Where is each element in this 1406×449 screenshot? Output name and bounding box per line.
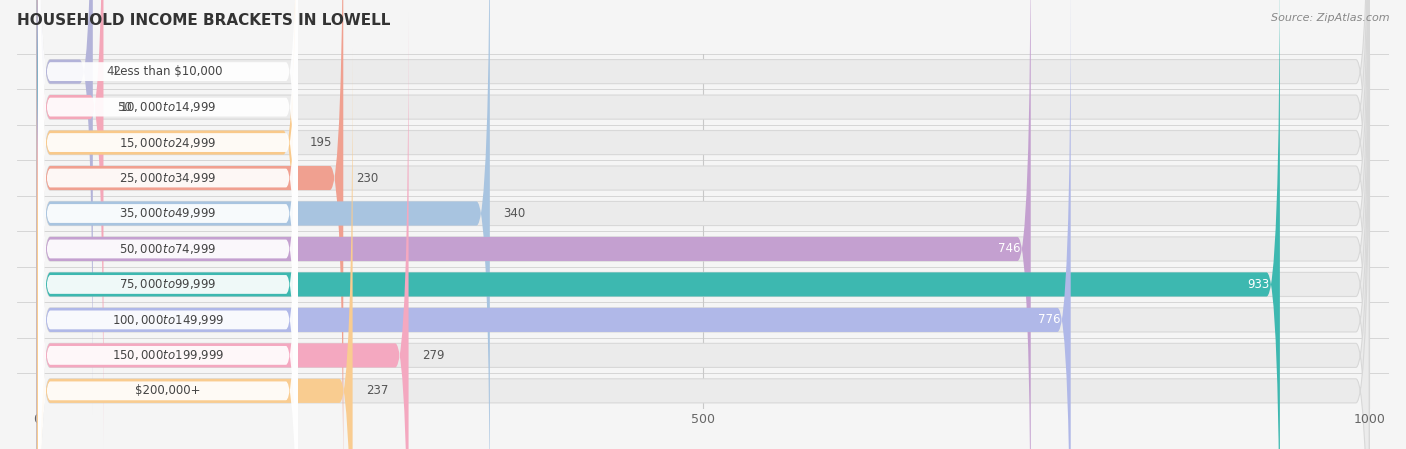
FancyBboxPatch shape [37, 13, 1369, 449]
FancyBboxPatch shape [37, 0, 1071, 449]
FancyBboxPatch shape [38, 0, 298, 449]
FancyBboxPatch shape [37, 0, 1369, 414]
FancyBboxPatch shape [38, 10, 298, 449]
Text: $25,000 to $34,999: $25,000 to $34,999 [120, 171, 217, 185]
Text: 195: 195 [309, 136, 332, 149]
FancyBboxPatch shape [37, 0, 104, 449]
Text: $35,000 to $49,999: $35,000 to $49,999 [120, 207, 217, 220]
FancyBboxPatch shape [37, 0, 1369, 449]
FancyBboxPatch shape [37, 0, 1279, 449]
FancyBboxPatch shape [38, 0, 298, 382]
FancyBboxPatch shape [38, 81, 298, 449]
Text: HOUSEHOLD INCOME BRACKETS IN LOWELL: HOUSEHOLD INCOME BRACKETS IN LOWELL [17, 13, 391, 28]
FancyBboxPatch shape [37, 0, 489, 449]
Text: 340: 340 [503, 207, 526, 220]
Text: $15,000 to $24,999: $15,000 to $24,999 [120, 136, 217, 150]
FancyBboxPatch shape [38, 0, 298, 449]
FancyBboxPatch shape [37, 48, 1369, 449]
Text: Source: ZipAtlas.com: Source: ZipAtlas.com [1271, 13, 1389, 23]
Text: $200,000+: $200,000+ [135, 384, 201, 397]
FancyBboxPatch shape [38, 0, 298, 449]
Text: Less than $10,000: Less than $10,000 [114, 65, 222, 78]
FancyBboxPatch shape [37, 0, 1369, 449]
FancyBboxPatch shape [37, 0, 1369, 449]
FancyBboxPatch shape [37, 0, 1031, 449]
Text: 279: 279 [422, 349, 444, 362]
Text: $50,000 to $74,999: $50,000 to $74,999 [120, 242, 217, 256]
FancyBboxPatch shape [38, 0, 298, 449]
Text: 933: 933 [1247, 278, 1270, 291]
Text: $150,000 to $199,999: $150,000 to $199,999 [112, 348, 225, 362]
FancyBboxPatch shape [38, 45, 298, 449]
FancyBboxPatch shape [38, 0, 298, 417]
FancyBboxPatch shape [37, 0, 1369, 449]
Text: 50: 50 [117, 101, 132, 114]
Text: 746: 746 [998, 242, 1021, 255]
Text: 42: 42 [105, 65, 121, 78]
Text: $10,000 to $14,999: $10,000 to $14,999 [120, 100, 217, 114]
FancyBboxPatch shape [37, 0, 1369, 449]
FancyBboxPatch shape [37, 0, 297, 449]
Text: $100,000 to $149,999: $100,000 to $149,999 [112, 313, 225, 327]
Text: 776: 776 [1038, 313, 1060, 326]
FancyBboxPatch shape [38, 0, 298, 449]
FancyBboxPatch shape [37, 0, 1369, 449]
FancyBboxPatch shape [37, 13, 409, 449]
Text: $75,000 to $99,999: $75,000 to $99,999 [120, 277, 217, 291]
FancyBboxPatch shape [37, 48, 353, 449]
FancyBboxPatch shape [37, 0, 343, 449]
FancyBboxPatch shape [37, 0, 93, 414]
Text: 237: 237 [366, 384, 388, 397]
Text: 230: 230 [357, 172, 378, 185]
FancyBboxPatch shape [37, 0, 1369, 449]
